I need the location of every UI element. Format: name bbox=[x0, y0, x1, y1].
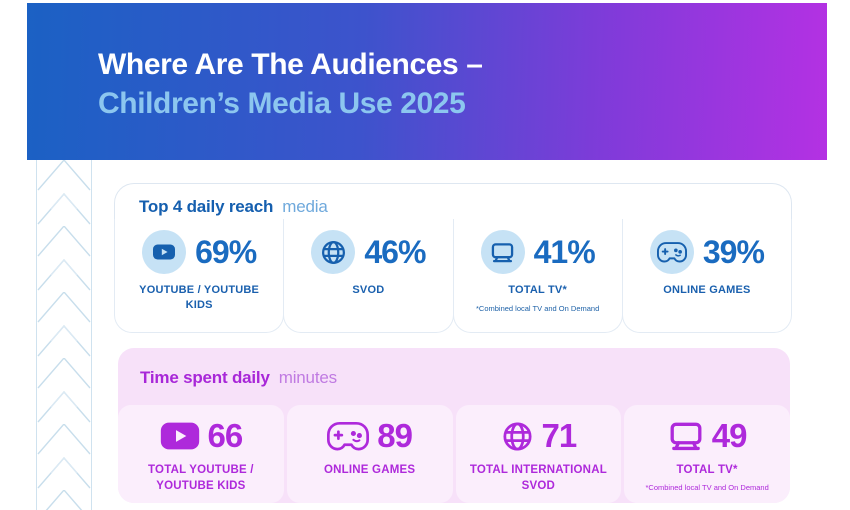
gamepad-icon bbox=[327, 421, 370, 450]
stat-value: 66 bbox=[207, 417, 244, 454]
time-heading-bold: Time spent daily bbox=[140, 368, 270, 387]
stat-label: TOTAL TV* bbox=[676, 464, 738, 476]
hero-title-line1: Where Are The Audiences – bbox=[98, 48, 483, 81]
time-heading-light: minutes bbox=[278, 368, 337, 387]
stat-value: 71 bbox=[541, 417, 578, 454]
stat-label: SVOD bbox=[352, 284, 385, 296]
time-section-heading: Time spent daily minutes bbox=[118, 348, 790, 405]
stat-value: 41% bbox=[533, 233, 596, 270]
tv-icon bbox=[491, 242, 514, 262]
reach-heading-bold: Top 4 daily reach bbox=[139, 197, 274, 216]
chevron-pattern-icon bbox=[37, 160, 91, 510]
stat-label: TOTAL INTERNATIONAL SVOD bbox=[469, 464, 607, 492]
youtube-icon bbox=[153, 244, 176, 260]
stat-value: 89 bbox=[377, 417, 413, 454]
stat-label: TOTAL YOUTUBE / YOUTUBE KIDS bbox=[148, 464, 254, 492]
time-section: Time spent daily minutes 66 TOTAL YOUTUB… bbox=[118, 348, 790, 503]
icon-circle bbox=[142, 230, 187, 274]
stat-card-youtube-time: 66 TOTAL YOUTUBE / YOUTUBE KIDS bbox=[118, 405, 284, 503]
stat-card-onlinegames-reach: 39% ONLINE GAMES bbox=[621, 219, 792, 333]
youtube-icon bbox=[160, 422, 199, 450]
stat-label: ONLINE GAMES bbox=[324, 464, 416, 476]
stat-card-youtube-reach: 69% YOUTUBE / YOUTUBE KIDS bbox=[114, 219, 285, 333]
hero-banner: Where Are The Audiences – Children’s Med… bbox=[27, 3, 827, 160]
stat-card-totaltv-reach: 41% TOTAL TV* *Combined local TV and On … bbox=[452, 219, 623, 333]
globe-icon bbox=[321, 240, 345, 264]
stat-value: 46% bbox=[364, 233, 426, 270]
stat-footnote: *Combined local TV and On Demand bbox=[645, 482, 769, 492]
hero-title-line2: Children’s Media Use 2025 bbox=[98, 87, 466, 120]
stat-card-onlinegames-time: 89 ONLINE GAMES bbox=[286, 405, 453, 503]
reach-section: Top 4 daily reach media 69% YOUTUBE / YO… bbox=[114, 183, 792, 333]
stat-card-svod-reach: 46% SVOD bbox=[283, 219, 454, 333]
stat-card-intl-svod-time: 71 TOTAL INTERNATIONAL SVOD bbox=[455, 405, 622, 503]
reach-heading-light: media bbox=[282, 197, 328, 216]
stat-card-totaltv-time: 49 TOTAL TV* *Combined local TV and On D… bbox=[624, 405, 790, 503]
icon-circle bbox=[311, 230, 356, 274]
tv-icon bbox=[670, 422, 702, 451]
stat-label: ONLINE GAMES bbox=[663, 284, 751, 296]
stat-footnote: *Combined local TV and On Demand bbox=[475, 303, 600, 313]
reach-stats-row: 69% YOUTUBE / YOUTUBE KIDS 46% bbox=[114, 219, 792, 333]
time-stats-row: 66 TOTAL YOUTUBE / YOUTUBE KIDS 89 O bbox=[118, 405, 790, 503]
stat-value: 49 bbox=[711, 417, 748, 454]
reach-section-heading: Top 4 daily reach media bbox=[114, 183, 792, 219]
icon-circle bbox=[480, 230, 525, 274]
stat-label: YOUTUBE / YOUTUBE KIDS bbox=[139, 284, 260, 311]
gamepad-icon bbox=[656, 241, 687, 262]
stat-label: TOTAL TV* bbox=[508, 284, 567, 296]
icon-circle bbox=[649, 230, 694, 274]
chevron-pattern-decoration bbox=[36, 160, 92, 510]
stat-value: 39% bbox=[702, 233, 765, 270]
stat-value: 69% bbox=[195, 233, 257, 270]
globe-icon bbox=[502, 421, 532, 451]
